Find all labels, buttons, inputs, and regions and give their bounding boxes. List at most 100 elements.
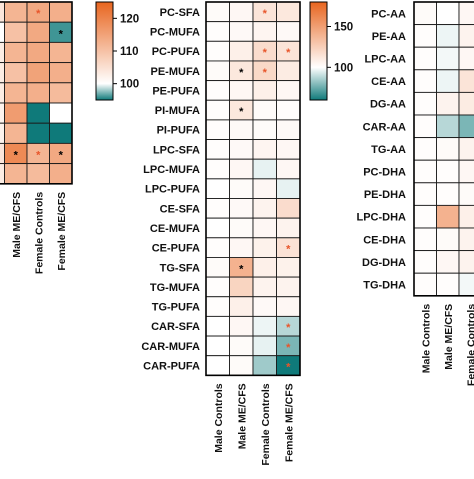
heatmap-cell <box>253 140 277 160</box>
heatmap-cell <box>206 316 230 336</box>
heatmap-cell <box>27 103 50 123</box>
heatmap-cell <box>206 61 230 81</box>
heatmap-cell <box>253 120 277 140</box>
row-label: CAR-AA <box>363 121 406 133</box>
heatmap-cell <box>253 100 277 120</box>
column-label: Male ME/CFS <box>236 383 248 449</box>
heatmap-cell <box>206 22 230 42</box>
heatmap-cell <box>414 138 437 161</box>
heatmap-cell <box>459 70 474 93</box>
heatmap-cell <box>253 277 277 297</box>
heatmap-cell <box>277 100 301 120</box>
heatmap-cell <box>277 297 301 317</box>
significance-star: * <box>14 150 19 162</box>
heatmap-cell <box>5 22 28 42</box>
heatmap-cell <box>437 273 460 296</box>
heatmap-cell <box>459 138 474 161</box>
heatmap-cell <box>277 257 301 277</box>
row-label: PC-DHA <box>363 167 406 179</box>
heatmap-cell <box>277 218 301 238</box>
row-label: CAR-SFA <box>151 321 200 333</box>
heatmap-cell <box>230 297 254 317</box>
heatmap-cell <box>230 316 254 336</box>
row-label: PC-AA <box>371 8 406 20</box>
heatmap-cell <box>0 83 5 103</box>
heatmap-cell <box>414 251 437 274</box>
significance-star: * <box>286 362 291 374</box>
heatmap-cell <box>27 42 50 62</box>
heatmap-cell <box>414 228 437 251</box>
heatmap-cell <box>0 42 5 62</box>
row-label: CE-DHA <box>363 234 406 246</box>
heatmap-cell <box>253 199 277 219</box>
heatmap-cell <box>437 251 460 274</box>
heatmap-cell <box>206 277 230 297</box>
row-label: PE-DHA <box>364 189 406 201</box>
significance-star: * <box>36 8 41 20</box>
heatmap-cell <box>437 138 460 161</box>
heatmap-cell <box>437 183 460 206</box>
colorbar-tick-label: 110 <box>120 46 139 58</box>
heatmap-cell <box>5 83 28 103</box>
heatmap-cell <box>459 47 474 70</box>
heatmap-cell <box>253 297 277 317</box>
heatmap-cell <box>253 257 277 277</box>
heatmap-cell <box>50 123 73 143</box>
row-label: PE-MUFA <box>151 66 201 78</box>
row-label: PI-MUFA <box>155 105 200 117</box>
heatmap-cell <box>277 179 301 199</box>
heatmap-cell <box>0 164 5 184</box>
heatmap-cell <box>277 81 301 101</box>
heatmap-cell <box>230 238 254 258</box>
heatmap-cell <box>437 228 460 251</box>
row-label: LPC-AA <box>364 54 406 66</box>
heatmap-cell <box>253 22 277 42</box>
heatmap-cell <box>5 42 28 62</box>
row-label: TG-SFA <box>160 262 200 274</box>
colorbar-tick-label: 100 <box>120 79 139 91</box>
heatmap-cell <box>5 2 28 22</box>
heatmap-cell <box>437 47 460 70</box>
heatmap-cell <box>50 42 73 62</box>
heatmap-cell <box>414 92 437 115</box>
heatmap-cell <box>27 123 50 143</box>
heatmap-cell <box>414 47 437 70</box>
heatmap-cell <box>27 22 50 42</box>
heatmap-cell <box>230 140 254 160</box>
row-label: PC-MUFA <box>150 26 200 38</box>
significance-star: * <box>263 67 268 79</box>
heatmap-cell <box>230 199 254 219</box>
significance-star: * <box>263 8 268 20</box>
heatmap-cell <box>437 160 460 183</box>
heatmap-cell <box>277 61 301 81</box>
heatmap-cell <box>206 356 230 376</box>
heatmap-cell <box>253 316 277 336</box>
heatmap-cell <box>437 70 460 93</box>
row-label: CE-AA <box>371 76 406 88</box>
heatmap-cell <box>27 63 50 83</box>
column-label: Female Controls <box>33 192 45 274</box>
heatmap-cell <box>206 218 230 238</box>
row-label: DG-DHA <box>362 257 406 269</box>
heatmap-cell <box>414 70 437 93</box>
heatmap-cell <box>277 159 301 179</box>
heatmap-cell <box>230 277 254 297</box>
column-label: Female ME/CFS <box>56 192 68 271</box>
row-label: TG-PUFA <box>152 302 200 314</box>
heatmap-cell <box>27 164 50 184</box>
heatmap-cell <box>414 115 437 138</box>
heatmap-cell <box>230 22 254 42</box>
heatmap-cell <box>50 83 73 103</box>
heatmap-cell <box>459 183 474 206</box>
row-label: CE-PUFA <box>152 243 200 255</box>
heatmap-cell <box>206 2 230 22</box>
heatmap-cell <box>206 81 230 101</box>
heatmap-cell <box>459 251 474 274</box>
heatmap-cell <box>0 143 5 163</box>
heatmap-cell <box>0 22 5 42</box>
heatmap-cell <box>253 218 277 238</box>
heatmap-cell <box>206 257 230 277</box>
heatmap-cell <box>50 63 73 83</box>
